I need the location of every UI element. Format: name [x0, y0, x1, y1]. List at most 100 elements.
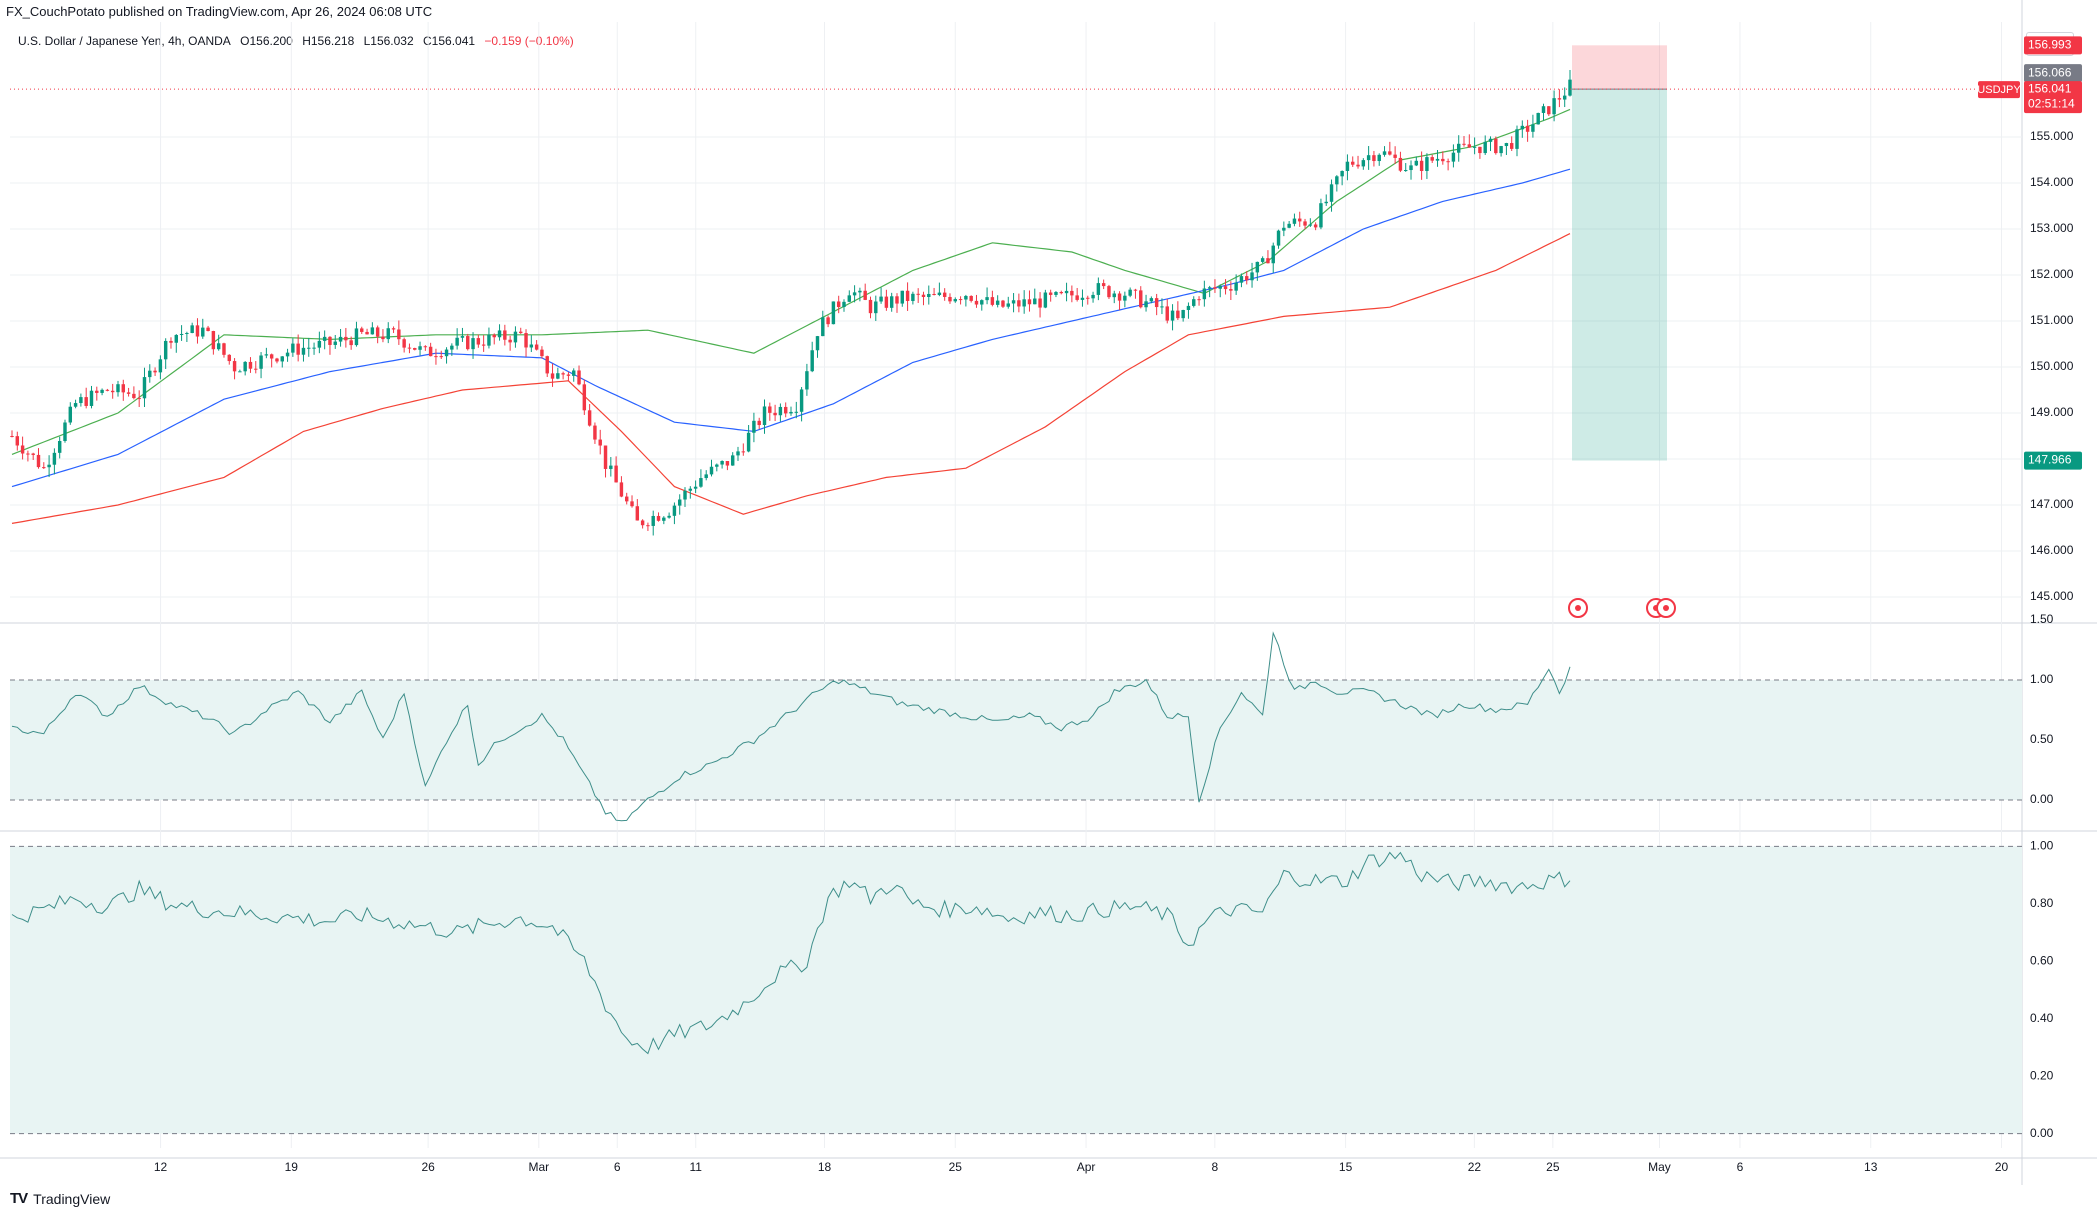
candle-body [206, 327, 210, 332]
candle-body [1128, 289, 1132, 296]
candle-body [905, 290, 910, 301]
candle-body [1144, 301, 1148, 308]
candle-body [778, 406, 783, 416]
symbol-name[interactable]: U.S. Dollar / Japanese Yen, 4h, OANDA [18, 34, 231, 48]
x-tick-label: 25 [949, 1160, 963, 1174]
candle-body [503, 330, 507, 340]
candle-body [863, 290, 867, 300]
candle-body [370, 327, 375, 335]
candle-body [625, 496, 629, 502]
candle-body [921, 294, 926, 298]
candle-body [1435, 158, 1440, 161]
candle-body [1043, 292, 1048, 308]
candle-body [810, 350, 814, 372]
candle-body [190, 325, 194, 333]
candle-body [243, 361, 247, 372]
candle-body [275, 358, 279, 362]
candle-body [550, 373, 555, 379]
candle-body [1059, 292, 1063, 294]
candle-body [1419, 160, 1424, 172]
candle-body [1070, 290, 1074, 296]
candle-body [593, 425, 597, 440]
candle-body [428, 346, 433, 357]
candle-body [254, 368, 258, 370]
candle-body [1425, 157, 1429, 172]
candle-body [79, 397, 83, 404]
candle-body [821, 317, 825, 337]
moving-average-line [11, 108, 1571, 455]
candle-body [969, 295, 973, 301]
candle-body [450, 345, 454, 350]
candle-body [1218, 286, 1222, 289]
candle-body [667, 515, 671, 518]
candle-body [1467, 144, 1472, 148]
candle-body [10, 436, 14, 437]
candle-body [381, 336, 385, 340]
y-tick-label: 145.000 [2030, 589, 2074, 603]
candle-body [137, 398, 141, 400]
candle-body [942, 292, 947, 297]
candle-body [990, 297, 995, 305]
jp-event-icon-dot [1663, 605, 1669, 611]
tradingview-logo[interactable]: TV TradingView [10, 1190, 110, 1207]
candle-body [577, 370, 581, 385]
candle-body [598, 439, 602, 446]
candle-body [444, 349, 449, 357]
candle-body [36, 454, 41, 468]
candle-body [163, 340, 168, 360]
candle-body [1515, 129, 1519, 149]
candle-body [1017, 300, 1021, 307]
candle-body [1488, 138, 1493, 142]
candle-body [121, 384, 126, 393]
candle-body [964, 295, 968, 300]
candle-body [524, 333, 528, 348]
candle-body [715, 464, 719, 467]
candle-body [985, 297, 989, 301]
candle-body [116, 384, 120, 393]
candle-body [1011, 300, 1016, 304]
candle-body [651, 515, 655, 526]
x-tick-label: 6 [1737, 1160, 1744, 1174]
candle-body [1213, 287, 1217, 289]
candle-body [84, 397, 88, 406]
candle-body [1404, 170, 1408, 172]
candle-body [460, 336, 465, 338]
candle-body [1335, 176, 1339, 185]
x-tick-label: 12 [154, 1160, 168, 1174]
candle-body [1223, 286, 1228, 290]
candle-body [895, 296, 899, 304]
x-tick-label: 15 [1339, 1160, 1353, 1174]
candle-body [879, 296, 883, 302]
x-tick-label: 19 [285, 1160, 299, 1174]
candle-body [847, 295, 852, 302]
candle-body [752, 420, 756, 433]
candle-body [783, 406, 788, 414]
moving-average-line [11, 233, 1571, 524]
candle-body [540, 349, 544, 357]
candle-body [1260, 258, 1265, 262]
x-tick-label: 18 [818, 1160, 832, 1174]
candle-body [195, 325, 200, 337]
candle-body [614, 465, 618, 483]
candle-body [1165, 306, 1169, 321]
candles-group [10, 69, 1572, 536]
x-tick-label: Apr [1077, 1160, 1096, 1174]
candle-body [741, 451, 746, 453]
y-tick-label: 154.000 [2030, 175, 2074, 189]
candle-body [487, 334, 491, 346]
candle-body [572, 370, 576, 376]
candle-body [307, 347, 311, 349]
symbol-badge-bg [1978, 81, 2020, 99]
candle-body [519, 331, 523, 334]
countdown-label: 02:51:14 [2028, 96, 2075, 110]
candle-body [974, 300, 979, 305]
x-tick-label: 25 [1546, 1160, 1560, 1174]
candle-body [1303, 221, 1307, 226]
candle-body [1388, 151, 1392, 155]
ohlc-low: L156.032 [363, 34, 414, 48]
candle-body [916, 293, 920, 295]
target-price-label-bg [2024, 451, 2082, 470]
candle-body [89, 390, 94, 406]
candle-body [773, 412, 777, 416]
